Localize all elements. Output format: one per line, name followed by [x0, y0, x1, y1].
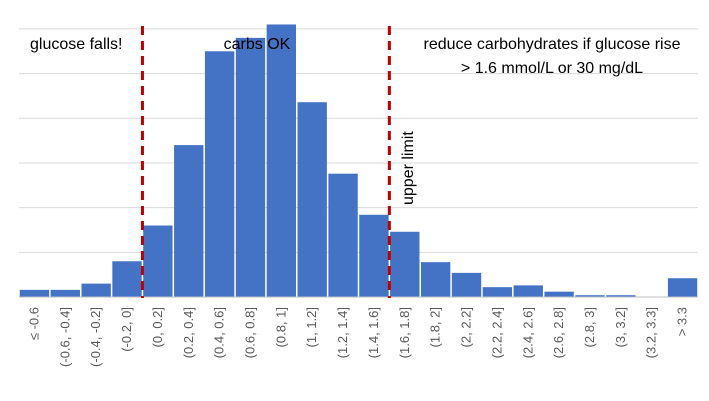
x-tick-label: (1.6, 1.8]	[397, 307, 412, 358]
x-tick-label: (0.8, 1]	[273, 307, 288, 347]
x-tick-label: (1.8, 2]	[428, 307, 443, 347]
bar	[451, 272, 482, 297]
annotation-upper-limit: upper limit	[400, 131, 417, 205]
x-tick-label: (2, 2.2]	[459, 307, 474, 347]
bar	[606, 295, 636, 297]
annotation-reduce-carbs-line2: > 1.6 mmol/L or 30 mg/dL	[461, 60, 643, 77]
x-tick-label: (2.8, 3]	[582, 307, 597, 347]
x-tick-label: (1, 1.2]	[304, 307, 319, 347]
x-tick-label: (2.2, 2.4]	[489, 307, 504, 358]
bar	[235, 37, 266, 298]
bar	[390, 231, 420, 297]
x-tick-labels: ≤ -0.6 (-0.6, -0.4] (-0.4, -0.2] (-0.2, 0] (…	[26, 307, 689, 367]
x-tick-label: (0.2, 0.4]	[181, 307, 196, 358]
x-tick-label: (-0.2, 0]	[119, 307, 134, 352]
x-tick-label: (0.6, 0.8]	[242, 307, 257, 358]
x-tick-label: (3, 3.2]	[613, 307, 628, 347]
bar	[359, 214, 389, 297]
x-tick-label: (3.2, 3.3]	[644, 307, 659, 358]
bar	[575, 295, 605, 297]
x-tick-label: (2.6, 2.8]	[551, 307, 566, 358]
annotation-carbs-ok: carbs OK	[224, 36, 291, 53]
x-tick-label: (0, 0.2]	[150, 307, 165, 347]
threshold-dividers	[140, 26, 391, 298]
bar	[297, 102, 327, 298]
x-tick-label: (0.4, 0.6]	[212, 307, 227, 358]
bar	[204, 51, 235, 297]
x-tick-label: (-0.6, -0.4]	[57, 307, 72, 367]
bar	[112, 261, 142, 297]
bar	[266, 24, 297, 297]
annotation-glucose-falls: glucose falls!	[30, 36, 123, 53]
bar	[50, 289, 80, 297]
bar	[143, 225, 173, 297]
bar	[482, 287, 513, 297]
bar	[174, 145, 204, 297]
gridlines	[19, 28, 698, 253]
x-tick-label: (-0.4, -0.2]	[88, 307, 103, 367]
annotation-reduce-carbs-line1: reduce carbohydrates if glucose rise	[423, 36, 680, 53]
x-tick-label: > 3.3	[675, 307, 690, 336]
bar	[81, 283, 111, 297]
x-tick-label: ≤ -0.6	[26, 307, 41, 340]
bars	[19, 24, 698, 298]
x-tick-label: (1.2, 1.4]	[335, 307, 350, 358]
bar	[328, 173, 358, 297]
bar	[420, 262, 451, 297]
bar	[19, 289, 50, 297]
x-tick-label: (2.4, 2.6]	[520, 307, 535, 358]
bar	[544, 291, 574, 297]
x-tick-label: (1.4, 1.6]	[366, 307, 381, 358]
bar	[667, 278, 698, 297]
bar	[513, 285, 543, 297]
